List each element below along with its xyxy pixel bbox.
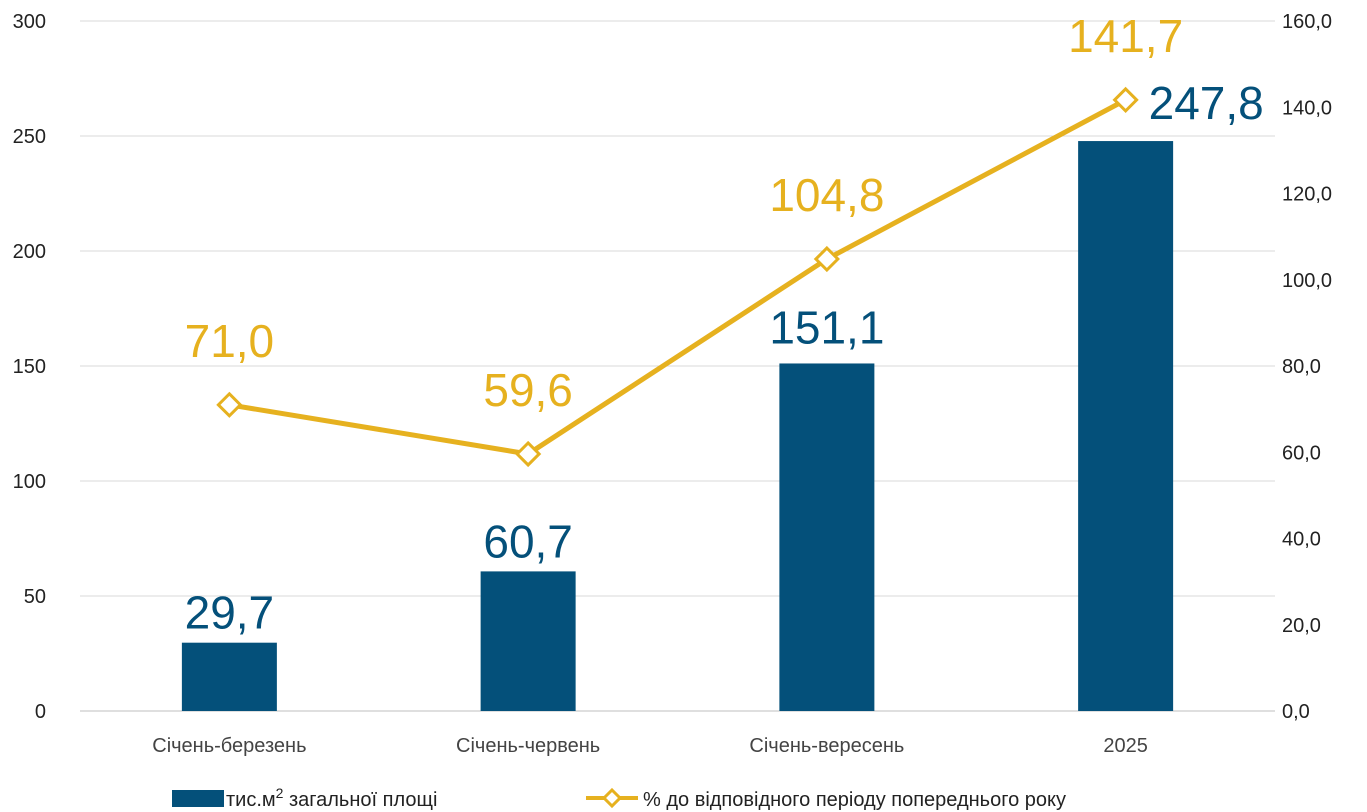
left-axis-ticks: 0 50 100 150 200 250 300: [13, 11, 46, 723]
y-right-tick-label: 100,0: [1282, 270, 1332, 292]
legend: тис.м2 загальної площі % до відповідного …: [172, 785, 1066, 811]
y-left-tick-label: 200: [13, 241, 46, 263]
y-right-tick-label: 60,0: [1282, 442, 1321, 464]
legend-bar-label: тис.м2 загальної площі: [226, 785, 437, 811]
bar-data-label: 29,7: [185, 587, 275, 639]
y-right-tick-label: 140,0: [1282, 97, 1332, 119]
line-data-label: 104,8: [769, 169, 884, 221]
line-point-marker: [1112, 86, 1139, 114]
line-data-label: 141,7: [1068, 10, 1183, 62]
bar-data-label: 60,7: [483, 515, 573, 567]
bar: [181, 642, 277, 711]
y-left-tick-label: 300: [13, 11, 46, 33]
y-right-tick-label: 40,0: [1282, 529, 1321, 551]
bar-data-label: 151,1: [769, 301, 884, 353]
bar: [480, 571, 576, 711]
bar-data-label: 247,8: [1149, 77, 1264, 129]
bar: [779, 363, 875, 711]
bar: [1078, 141, 1174, 711]
line-point-marker: [216, 391, 243, 418]
data-labels: 29,7 60,7 151,1 247,8 71,0 59,6 104,8 141,7: [185, 10, 1264, 639]
category-label: 2025: [1103, 735, 1148, 757]
y-left-tick-label: 250: [13, 126, 46, 148]
category-label: Січень-березень: [152, 735, 306, 757]
bar-series: [181, 141, 1174, 711]
category-labels: Січень-березень Січень-червень Січень-вере…: [152, 735, 1148, 757]
right-axis-ticks: 0,0 20,0 40,0 60,0 80,0 100,0 120,0 140,0 160,0: [1282, 11, 1332, 723]
line-point-marker: [813, 245, 840, 273]
gridlines: [80, 20, 1275, 712]
line-series: [216, 86, 1139, 468]
line-data-label: 59,6: [483, 364, 573, 416]
y-left-tick-label: 150: [13, 356, 46, 378]
series-line: [228, 97, 1127, 457]
y-right-tick-label: 80,0: [1282, 356, 1321, 378]
legend-bar-label-text: тис.м: [226, 789, 276, 811]
category-label: Січень-червень: [456, 735, 600, 757]
y-left-tick-label: 0: [35, 701, 46, 723]
line-point-marker: [515, 440, 542, 468]
legend-bar-swatch: [172, 790, 224, 807]
legend-line-label: % до відповідного періоду попереднього р…: [643, 789, 1066, 811]
y-right-tick-label: 160,0: [1282, 11, 1332, 33]
line-data-label: 71,0: [185, 315, 275, 367]
y-right-tick-label: 120,0: [1282, 184, 1332, 206]
y-right-tick-label: 20,0: [1282, 615, 1321, 637]
legend-bar-label-suffix: загальної площі: [283, 789, 437, 811]
category-label: Січень-вересень: [749, 735, 904, 757]
y-left-tick-label: 50: [24, 586, 46, 608]
y-left-tick-label: 100: [13, 471, 46, 493]
legend-bar-label-sup: 2: [276, 785, 284, 801]
y-right-tick-label: 0,0: [1282, 701, 1310, 723]
legend-line-marker: [601, 787, 623, 809]
